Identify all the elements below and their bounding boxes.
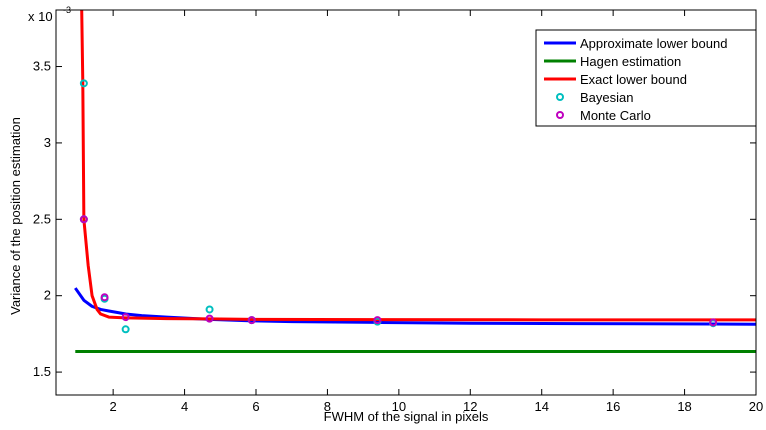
series-point-monte-carlo (247, 316, 256, 325)
x-tick-label: 20 (749, 399, 763, 414)
x-tick-label: 6 (252, 399, 259, 414)
legend-label-monte-carlo: Monte Carlo (580, 108, 651, 123)
series-point-monte-carlo (709, 318, 718, 327)
tick-layer: 2 4 6 8 10 12 14 16 18 20 1.5 2 2.5 3 3.5 (33, 10, 763, 414)
series-point-bayesian (79, 79, 88, 88)
y-multiplier-label: x 10 (28, 9, 53, 24)
x-tick-label: 8 (324, 399, 331, 414)
y-tick-label: 2.5 (33, 211, 51, 226)
series-point-monte-carlo (121, 313, 130, 322)
x-tick-label: 18 (677, 399, 691, 414)
y-tick-label: 3 (44, 135, 51, 150)
series-layer (74, 10, 756, 353)
y-tick-label: 2 (44, 288, 51, 303)
y-tick-label: 1.5 (33, 364, 51, 379)
legend-swatch-bayesian (556, 93, 564, 101)
series-point-monte-carlo (205, 314, 214, 323)
series-point-bayesian (121, 325, 130, 334)
y-axis-label: Variance of the position estimation (8, 117, 23, 315)
x-tick-label: 12 (463, 399, 477, 414)
legend-label-exact-lower-bound: Exact lower bound (580, 72, 687, 87)
series-point-monte-carlo (79, 215, 88, 224)
axes-box (55, 9, 757, 396)
series-point-monte-carlo (373, 316, 382, 325)
legend-label-hagen-estimation: Hagen estimation (580, 54, 681, 69)
x-tick-label: 14 (534, 399, 548, 414)
legend: Approximate lower bound Hagen estimation E… (535, 29, 757, 127)
x-tick-label: 16 (606, 399, 620, 414)
series-point-monte-carlo (100, 293, 109, 302)
x-tick-label: 4 (181, 399, 188, 414)
series-line-exact-lower-bound (80, 10, 756, 322)
x-axis-label: FWHM of the signal in pixels (324, 409, 489, 424)
y-multiplier-exponent: -3 (63, 5, 71, 15)
legend-label-bayesian: Bayesian (580, 90, 633, 105)
y-tick-label: 3.5 (33, 59, 51, 74)
legend-label-approximate-lower-bound: Approximate lower bound (580, 36, 727, 51)
x-tick-label: 2 (110, 399, 117, 414)
legend-items: Approximate lower bound Hagen estimation E… (544, 36, 727, 123)
series-point-bayesian (205, 305, 214, 314)
x-tick-label: 10 (392, 399, 406, 414)
legend-swatch-monte-carlo (556, 111, 564, 119)
